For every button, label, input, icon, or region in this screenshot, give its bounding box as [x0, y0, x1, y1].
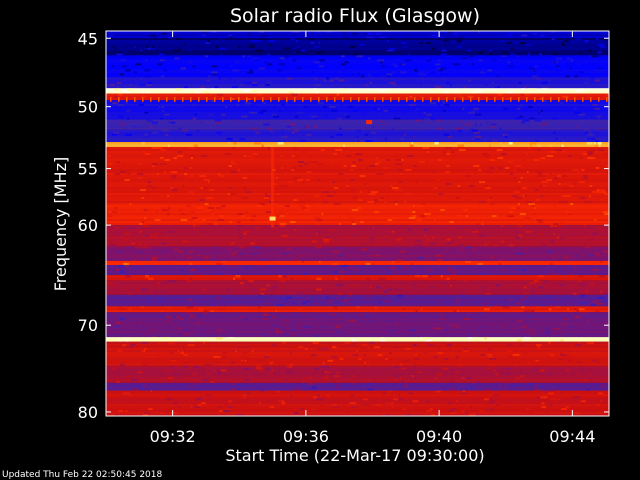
- y-tick-label: 70: [78, 316, 98, 335]
- frequency-band: [106, 55, 609, 78]
- frequency-band: [106, 93, 609, 101]
- x-tick-label: 09:40: [416, 427, 462, 446]
- y-tick-label: 45: [78, 29, 98, 48]
- plot-area: [106, 31, 609, 416]
- frequency-band: [106, 77, 609, 89]
- y-tick-label: 55: [78, 160, 98, 179]
- frequency-band: [106, 100, 609, 120]
- frequency-band: [106, 38, 609, 56]
- frequency-band: [106, 246, 609, 261]
- frequency-band: [106, 31, 609, 39]
- y-axis: 45 50 55 60 70 80: [78, 29, 609, 422]
- frequency-band: [106, 142, 609, 147]
- frequency-band: [106, 264, 609, 276]
- x-axis-label: Start Time (22-Mar-17 09:30:00): [225, 446, 484, 465]
- frequency-band: [106, 146, 609, 204]
- frequency-band: [106, 275, 609, 281]
- plot-frame: [105, 30, 610, 417]
- frequency-band: [106, 119, 609, 130]
- frequency-band: [106, 260, 609, 265]
- frequency-band: [106, 365, 609, 383]
- y-axis-label: Frequency [MHz]: [51, 157, 70, 291]
- x-tick-label: 09:32: [150, 427, 196, 446]
- frequency-band: [106, 294, 609, 307]
- x-tick-label: 09:36: [283, 427, 329, 446]
- chart-title: Solar radio Flux (Glasgow): [230, 5, 480, 27]
- frequency-band: [106, 88, 609, 94]
- frequency-band: [106, 129, 609, 143]
- frequency-band: [106, 337, 609, 342]
- frequency-band: [106, 390, 609, 416]
- y-tick-label: 50: [78, 98, 98, 117]
- periodic-artifacts: [110, 96, 608, 102]
- y-tick-label: 80: [78, 403, 98, 422]
- frequency-band: [106, 225, 609, 247]
- frequency-band: [106, 306, 609, 313]
- frequency-band: [106, 203, 609, 226]
- frequency-band: [106, 382, 609, 391]
- frequency-band: [106, 280, 609, 295]
- frequency-band: [106, 346, 609, 366]
- x-axis: 09:32 09:36 09:40 09:44: [150, 31, 595, 446]
- burst-streak: [271, 146, 275, 228]
- bright-spot: [269, 216, 276, 221]
- frequency-band: [106, 341, 609, 347]
- frequency-band: [106, 312, 609, 338]
- updated-footer: Updated Thu Feb 22 02:50:45 2018: [2, 470, 163, 480]
- bright-spot: [366, 120, 373, 125]
- x-tick-label: 09:44: [549, 427, 595, 446]
- y-tick-label: 60: [78, 216, 98, 235]
